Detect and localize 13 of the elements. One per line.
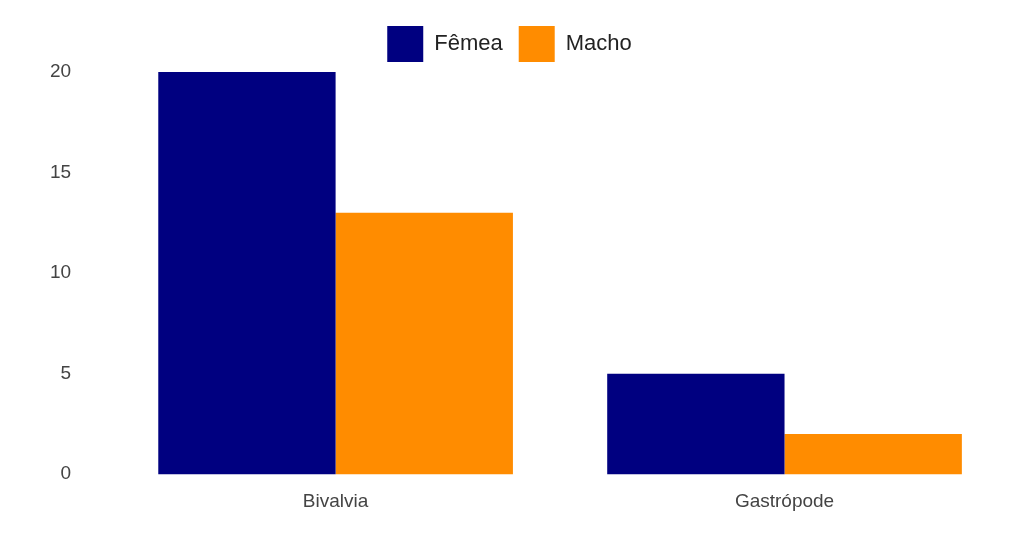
y-tick-label: 0 [60,462,72,484]
bar [335,212,513,475]
bar [158,72,336,475]
bar [784,433,962,475]
legend-label: Macho [565,30,632,56]
y-tick-label: 5 [60,361,72,383]
legend-label: Fêmea [434,30,504,56]
x-tick-label: Bivalvia [302,489,369,511]
bar [607,373,785,475]
x-tick-label: Gastrópode [734,489,835,511]
y-tick-label: 20 [49,60,72,82]
y-tick-label: 15 [49,160,72,182]
y-tick-label: 10 [49,261,72,283]
